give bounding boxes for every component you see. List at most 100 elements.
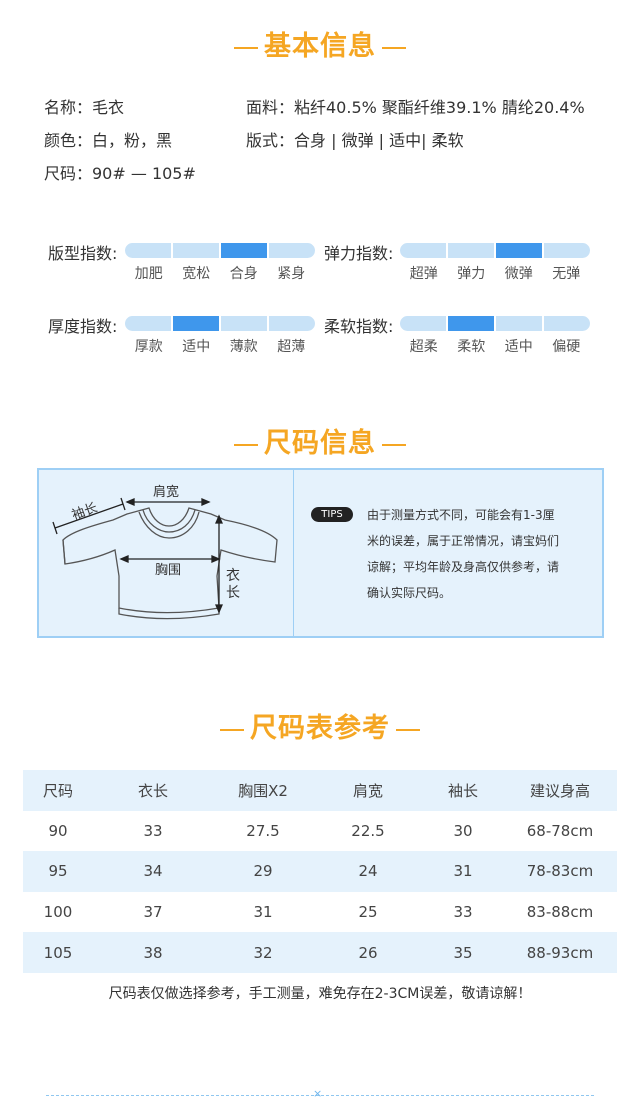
bottom-x-mark: × [313,1087,323,1100]
gauge-segment [544,243,590,258]
measure-arrows [52,497,223,614]
gauge-options: 超弹 弹力 微弹 无弹 [400,263,590,283]
table-row: 95 34 29 24 31 78-83cm [23,851,617,892]
gauge-segment [448,243,494,258]
gauge-segment [496,243,542,258]
gauge-segment [400,316,446,331]
info-fabric: 面料：粘纤40.5% 聚酯纤维39.1% 腈纶20.4% [246,98,585,117]
sleeve-arrow-cap [52,521,58,535]
gauge-label: 版型指数: [48,244,118,263]
sweater-outline-icon [62,507,278,620]
gauge-label: 弹力指数: [324,244,394,263]
gauge-options: 加肥 宽松 合身 紧身 [125,263,315,283]
gauge-segment [448,316,494,331]
table-cell: 24 [358,862,378,881]
table-cell: 25 [358,903,378,922]
basic-info-title-text: 基本信息 [264,31,376,62]
gauge-options: 厚款 适中 薄款 超薄 [125,336,315,356]
basic-info-title: 基本信息 [0,24,640,63]
chest-arrow-head [119,555,129,563]
gauge-option: 偏硬 [552,339,581,355]
table-cell: 68-78cm [526,821,594,840]
tips-line: 确认实际尺码。 [367,586,452,600]
table-cell: 34 [143,862,163,881]
gauge-bar [125,243,315,258]
table-cell: 37 [143,903,163,922]
tips-badge: TIPS [311,507,353,522]
table-cell: 22.5 [351,821,385,840]
gauge-option: 紧身 [277,266,306,282]
table-cell: 105 [43,943,73,962]
table-header-cell: 袖长 [447,781,478,800]
title-dash-left [234,46,258,49]
table-row: 90 33 27.5 22.5 30 68-78cm [23,811,617,852]
sleeve-arrow-cap [120,497,126,511]
gauge-segment [269,316,315,331]
table-cell: 83-88cm [526,903,594,922]
table-cell: 88-93cm [526,943,594,962]
table-cell: 33 [453,903,473,922]
table-cell: 78-83cm [526,862,594,881]
gauge-bar [400,243,590,258]
gauge-segment [269,243,315,258]
gauge-segment [173,316,219,331]
gauge-bar [125,316,315,331]
gauge-option: 超薄 [277,339,306,355]
table-cell: 90 [48,821,68,840]
label-shoulder: 肩宽 [153,484,179,500]
table-cell: 33 [143,821,163,840]
info-size: 尺码：90# — 105# [44,164,196,183]
gauge-option: 厚款 [134,339,163,355]
size-table-title: 尺码表参考 [0,706,640,745]
gauge-segment [173,243,219,258]
info-fit: 版式：合身 | 微弹 | 适中| 柔软 [246,131,464,150]
length-arrow-head [215,514,223,524]
table-cell: 31 [453,862,473,881]
size-table-title-text: 尺码表参考 [250,713,390,744]
gauge-option: 柔软 [457,339,486,355]
table-header-cell: 胸围X2 [238,781,288,800]
gauge-option: 适中 [182,339,211,355]
length-arrow-head [215,604,223,614]
gauge-segment [544,316,590,331]
measure-info-title: 尺码信息 [0,421,640,460]
tips-line: 谅解；平均年龄及身高仅供参考，请 [367,560,560,574]
label-chest: 胸围 [155,563,181,578]
gauge-segment [221,316,267,331]
table-cell: 38 [143,943,163,962]
table-cell: 26 [358,943,378,962]
gauge-option: 薄款 [229,339,258,355]
size-table-note: 尺码表仅做选择参考，手工测量，难免存在2-3CM误差，敬请谅解！ [108,986,532,1002]
table-header-cell: 尺码 [42,781,73,800]
table-header-cell: 衣长 [137,781,168,800]
table-cell: 30 [453,821,473,840]
size-table: 尺码 衣长 胸围X2 肩宽 袖长 建议身高 90 33 27.5 22.5 30… [23,770,617,973]
measure-divider [293,470,294,636]
gauge-option: 超柔 [409,339,438,355]
title-dash-left [234,443,258,446]
table-header-cell: 肩宽 [352,781,383,800]
title-dash-right [382,46,406,49]
table-header-row: 尺码 衣长 胸围X2 肩宽 袖长 建议身高 [23,770,617,811]
gauge-bar [400,316,590,331]
table-cell: 100 [43,903,73,922]
table-cell: 35 [453,943,473,962]
label-length-1: 衣 [226,568,240,584]
title-dash-right [382,443,406,446]
gauge-option: 适中 [504,339,533,355]
table-cell: 32 [253,943,273,962]
gauge-option: 加肥 [134,266,163,282]
title-dash-left [220,728,244,731]
table-cell: 29 [253,862,273,881]
table-row: 105 38 32 26 35 88-93cm [23,932,617,973]
gauge-option: 合身 [229,266,258,282]
label-length-2: 长 [226,585,240,601]
table-cell: 31 [253,903,273,922]
gauge-option: 无弹 [552,266,581,282]
label-sleeve: 袖长 [70,501,100,524]
info-color: 颜色：白，粉，黑 [44,131,173,150]
table-cell: 27.5 [246,821,280,840]
table-row: 100 37 31 25 33 83-88cm [23,892,617,933]
table-header-cell: 建议身高 [529,781,590,800]
info-name: 名称：毛衣 [44,98,125,117]
